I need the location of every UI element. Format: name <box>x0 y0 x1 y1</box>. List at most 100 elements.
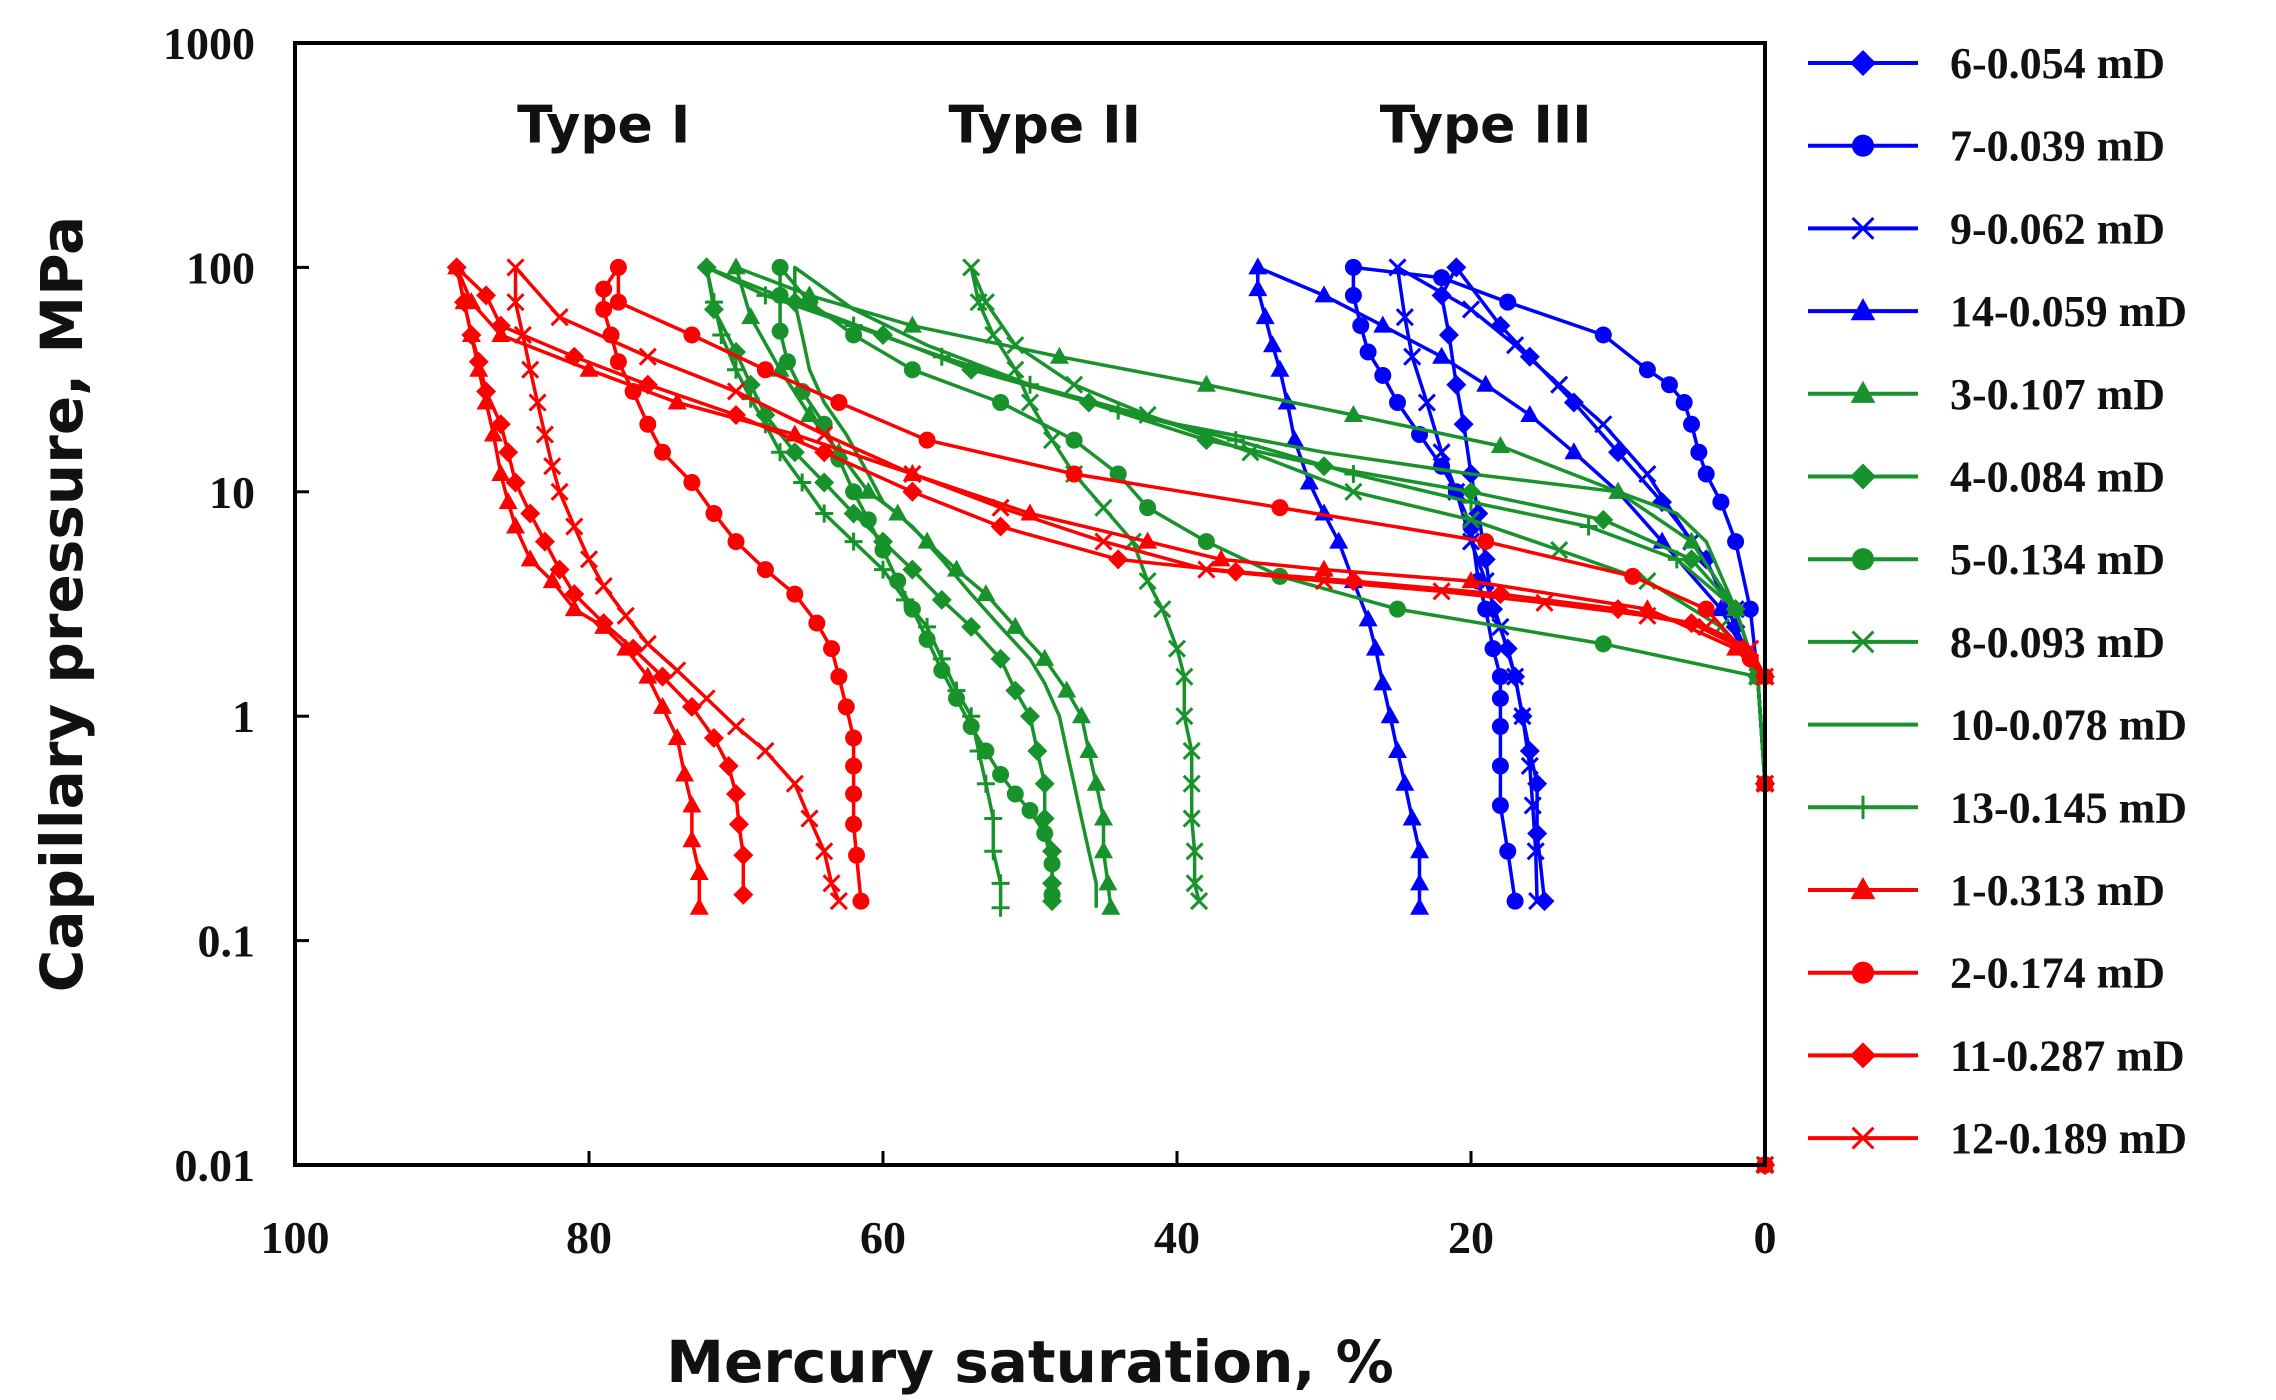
data-point <box>815 842 834 861</box>
series-line <box>454 265 1767 1165</box>
data-point <box>1344 482 1363 501</box>
data-point <box>1248 279 1268 297</box>
data-point <box>1594 415 1613 434</box>
data-point <box>991 498 1010 517</box>
data-point <box>830 668 848 686</box>
data-point <box>1432 443 1451 462</box>
data-point <box>1197 533 1215 551</box>
data-point <box>1182 809 1201 828</box>
data-point <box>1211 549 1231 567</box>
data-point <box>845 785 863 803</box>
type-annotation: Type III <box>1380 95 1592 155</box>
data-point <box>830 394 848 412</box>
data-point <box>1035 648 1055 666</box>
data-point <box>992 394 1010 412</box>
data-point <box>726 784 746 805</box>
data-point <box>823 640 841 658</box>
data-point <box>1682 531 1701 549</box>
data-point <box>1697 465 1715 483</box>
data-point <box>1403 347 1422 366</box>
data-point <box>1299 472 1319 490</box>
legend-label: 10-0.078 mD <box>1950 701 2187 750</box>
data-point <box>654 443 671 461</box>
data-point <box>845 815 863 833</box>
data-point <box>1491 689 1509 707</box>
legend-marker <box>1851 548 1875 571</box>
data-point <box>1395 308 1414 327</box>
data-point <box>550 308 569 327</box>
data-point <box>845 729 863 747</box>
data-point <box>1690 443 1708 461</box>
y-tick-label: 10 <box>209 467 255 518</box>
data-point <box>733 884 754 905</box>
legend-marker <box>1851 961 1875 984</box>
data-point <box>1374 366 1392 384</box>
data-point <box>1138 572 1157 591</box>
data-point <box>1520 756 1539 776</box>
data-point <box>506 293 525 312</box>
data-point <box>1534 891 1555 912</box>
data-point <box>1071 706 1091 724</box>
data-point <box>1491 668 1509 686</box>
series-line <box>793 265 1767 1165</box>
data-point <box>1344 286 1362 304</box>
legend-label: 7-0.039 mD <box>1950 122 2165 171</box>
legend-label: 9-0.062 mD <box>1950 204 2165 253</box>
data-point <box>1499 842 1517 860</box>
data-point <box>689 863 709 881</box>
data-point <box>1352 317 1370 335</box>
data-point <box>1697 617 1716 636</box>
data-point <box>726 382 746 401</box>
legend-marker <box>1850 463 1876 490</box>
data-point <box>785 774 804 793</box>
data-point <box>1036 825 1054 843</box>
legend-item: 10-0.078 mD <box>1808 701 2187 750</box>
data-point <box>848 846 866 864</box>
series-1 <box>1431 257 1775 1175</box>
annotation-layer: Type I Type II Type III <box>517 95 1591 155</box>
data-point <box>491 464 511 482</box>
data-point <box>498 442 519 463</box>
data-point <box>1182 774 1201 793</box>
data-point <box>534 531 555 552</box>
data-point <box>844 316 863 335</box>
data-point <box>917 531 937 549</box>
data-point <box>652 666 673 687</box>
data-point <box>962 707 981 726</box>
x-tick-label: 60 <box>860 1212 906 1263</box>
data-point <box>1108 549 1129 570</box>
data-point <box>1388 258 1407 277</box>
data-point <box>1139 499 1157 517</box>
data-point <box>1513 707 1532 726</box>
data-point <box>667 727 687 745</box>
data-point <box>784 442 805 463</box>
data-point <box>595 300 613 318</box>
data-point <box>718 755 739 776</box>
data-point <box>1402 808 1422 826</box>
data-point <box>683 474 701 492</box>
data-point <box>1535 593 1554 612</box>
data-point <box>1528 892 1547 911</box>
data-point <box>638 347 657 366</box>
data-point <box>1271 499 1289 517</box>
data-point <box>681 696 702 717</box>
data-point <box>565 517 584 536</box>
data-point <box>786 585 804 603</box>
data-point <box>990 648 1011 669</box>
data-point <box>461 324 482 345</box>
data-point <box>1189 892 1209 911</box>
series-line <box>704 265 1767 1165</box>
data-point <box>506 516 525 534</box>
data-point <box>1520 404 1540 422</box>
data-point <box>1175 707 1194 726</box>
data-point <box>1461 571 1481 589</box>
data-point <box>741 307 761 325</box>
data-point <box>815 504 834 523</box>
data-point <box>931 589 952 610</box>
data-point <box>844 532 863 551</box>
data-point <box>1417 393 1436 412</box>
data-point <box>594 577 613 596</box>
data-point <box>1185 842 1204 861</box>
data-point <box>845 483 863 501</box>
data-point <box>984 325 1003 345</box>
